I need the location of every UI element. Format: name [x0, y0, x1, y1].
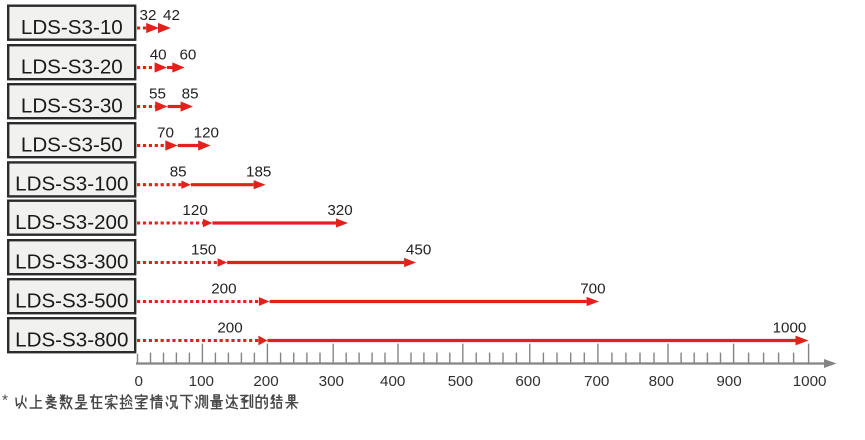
svg-text:LDS-S3-800: LDS-S3-800: [15, 328, 128, 351]
svg-text:LDS-S3-10: LDS-S3-10: [21, 16, 123, 39]
svg-text:450: 450: [406, 242, 431, 259]
svg-text:200: 200: [211, 281, 236, 298]
svg-text:LDS-S3-200: LDS-S3-200: [15, 211, 128, 234]
svg-text:800: 800: [649, 373, 674, 390]
svg-text:600: 600: [515, 373, 540, 390]
svg-text:*: *: [2, 393, 8, 410]
svg-text:320: 320: [327, 202, 352, 219]
svg-text:200: 200: [253, 373, 278, 390]
svg-text:400: 400: [380, 373, 405, 390]
svg-text:700: 700: [580, 281, 605, 298]
svg-text:55: 55: [149, 86, 166, 103]
svg-text:1000: 1000: [793, 373, 827, 390]
svg-text:300: 300: [319, 373, 344, 390]
svg-text:85: 85: [170, 164, 187, 181]
svg-text:500: 500: [448, 373, 473, 390]
svg-text:85: 85: [182, 86, 199, 103]
svg-text:LDS-S3-20: LDS-S3-20: [21, 55, 123, 78]
svg-text:LDS-S3-50: LDS-S3-50: [21, 133, 123, 156]
svg-text:LDS-S3-300: LDS-S3-300: [15, 250, 128, 273]
svg-text:32: 32: [140, 7, 157, 24]
svg-text:0: 0: [134, 373, 142, 390]
svg-text:100: 100: [189, 373, 214, 390]
svg-text:150: 150: [191, 242, 216, 259]
svg-text:200: 200: [217, 320, 242, 337]
svg-text:700: 700: [584, 373, 609, 390]
svg-text:120: 120: [194, 125, 219, 142]
svg-text:1000: 1000: [773, 320, 807, 337]
svg-text:LDS-S3-30: LDS-S3-30: [21, 94, 123, 117]
svg-text:70: 70: [157, 125, 174, 142]
svg-text:900: 900: [716, 373, 741, 390]
svg-text:60: 60: [179, 47, 196, 64]
svg-text:42: 42: [163, 7, 180, 24]
svg-text:120: 120: [182, 202, 207, 219]
svg-text:LDS-S3-100: LDS-S3-100: [15, 173, 128, 196]
svg-text:LDS-S3-500: LDS-S3-500: [15, 289, 128, 312]
svg-text:40: 40: [150, 47, 167, 64]
svg-text:185: 185: [246, 164, 271, 181]
